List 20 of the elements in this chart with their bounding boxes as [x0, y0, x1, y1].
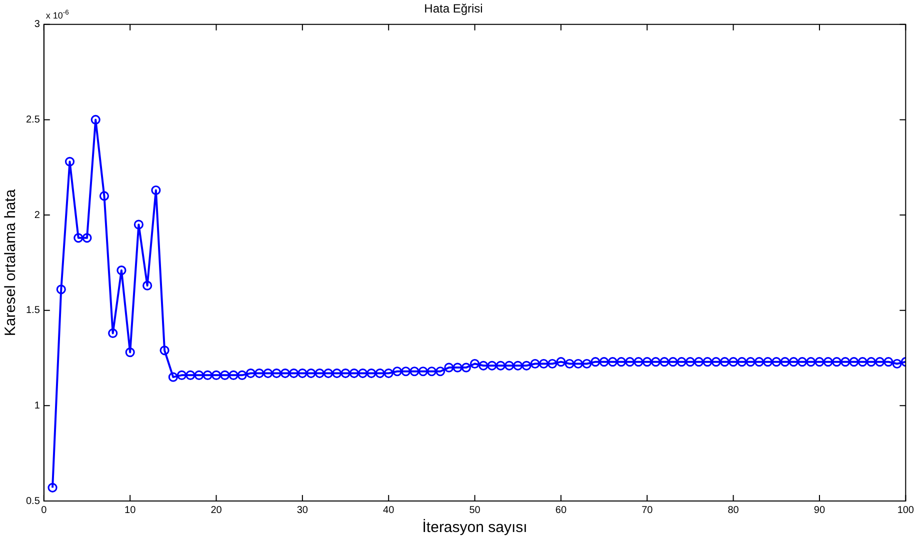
- y-tick-label: 1: [34, 400, 40, 412]
- y-tick-label: 3: [34, 19, 40, 30]
- x-tick-label: 80: [728, 504, 740, 516]
- x-tick-label: 90: [814, 504, 826, 516]
- x-tick-label: 10: [124, 504, 136, 516]
- x-tick-label: 0: [41, 504, 48, 516]
- x-tick-label: 20: [210, 504, 222, 516]
- x-tick-label: 30: [296, 504, 308, 516]
- x-tick-label: 70: [642, 504, 654, 516]
- y-axis-title: Karesel ortalama hata: [2, 188, 20, 336]
- x-tick-label: 40: [383, 504, 395, 516]
- y-tick-label: 0.5: [26, 496, 40, 507]
- chart-title: Hata Eğrisi: [424, 2, 483, 16]
- x-axis-title: İterasyon sayısı: [422, 518, 528, 536]
- y-tick-label: 2: [34, 210, 40, 221]
- y-tick-label: 1.5: [26, 305, 40, 316]
- x-tick-label: 50: [469, 504, 481, 516]
- x-tick-label: 60: [555, 504, 567, 516]
- x-tick-label: 100: [897, 504, 914, 516]
- y-tick-label: 2.5: [26, 114, 40, 126]
